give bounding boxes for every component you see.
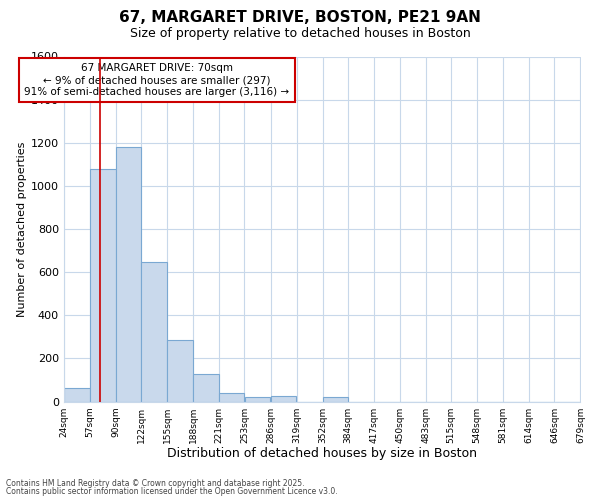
Text: 67 MARGARET DRIVE: 70sqm
← 9% of detached houses are smaller (297)
91% of semi-d: 67 MARGARET DRIVE: 70sqm ← 9% of detache… xyxy=(24,64,289,96)
Bar xyxy=(167,340,193,402)
Bar xyxy=(116,147,141,402)
Bar xyxy=(90,168,116,402)
Bar xyxy=(245,398,271,402)
Text: Contains public sector information licensed under the Open Government Licence v3: Contains public sector information licen… xyxy=(6,487,338,496)
Bar xyxy=(64,388,90,402)
Text: Contains HM Land Registry data © Crown copyright and database right 2025.: Contains HM Land Registry data © Crown c… xyxy=(6,478,305,488)
Y-axis label: Number of detached properties: Number of detached properties xyxy=(17,142,27,316)
Text: 67, MARGARET DRIVE, BOSTON, PE21 9AN: 67, MARGARET DRIVE, BOSTON, PE21 9AN xyxy=(119,10,481,25)
X-axis label: Distribution of detached houses by size in Boston: Distribution of detached houses by size … xyxy=(167,447,477,460)
Text: Size of property relative to detached houses in Boston: Size of property relative to detached ho… xyxy=(130,28,470,40)
Bar xyxy=(271,396,296,402)
Bar xyxy=(193,374,219,402)
Bar xyxy=(220,394,244,402)
Bar xyxy=(141,262,167,402)
Bar xyxy=(323,398,347,402)
